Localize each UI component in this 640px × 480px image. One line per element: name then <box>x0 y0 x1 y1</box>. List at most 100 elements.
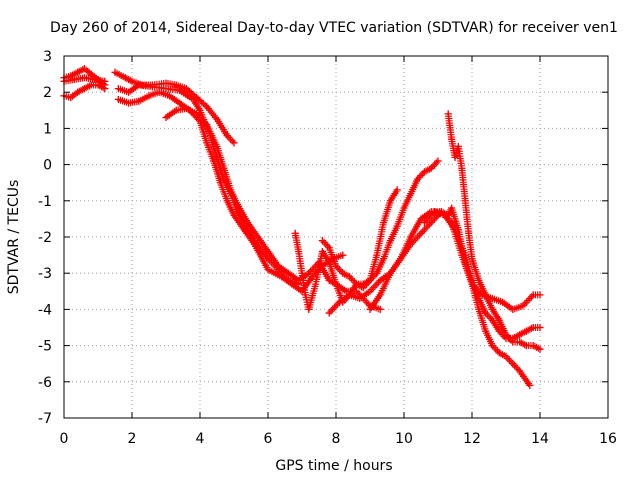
data-point <box>516 338 524 346</box>
data-point <box>499 298 507 306</box>
data-point <box>203 139 211 147</box>
data-point <box>87 81 95 89</box>
data-point <box>80 85 88 93</box>
data-point <box>182 104 190 112</box>
data-point <box>325 258 333 266</box>
data-point <box>461 197 469 205</box>
y-tick-labels: -7 -6 -5 -4 -3 -2 -1 0 1 2 3 <box>38 49 52 427</box>
x-tick-label: 12 <box>463 431 481 447</box>
data-point <box>448 135 456 143</box>
data-point <box>434 157 442 165</box>
series-markers <box>162 105 384 313</box>
data-point <box>502 331 510 339</box>
data-point <box>465 229 473 237</box>
data-point <box>67 94 75 102</box>
data-point <box>386 197 394 205</box>
y-tick-label: -5 <box>38 339 52 355</box>
data-point <box>536 345 544 353</box>
x-tick-label: 8 <box>332 431 341 447</box>
data-point <box>80 65 88 73</box>
data-point <box>318 247 326 255</box>
data-point <box>264 266 272 274</box>
series-sat-d <box>111 68 238 147</box>
x-tick-labels: 0 2 4 6 8 10 12 14 16 <box>60 431 617 447</box>
data-point <box>366 276 374 284</box>
data-point <box>509 338 517 346</box>
data-point <box>298 269 306 277</box>
data-point <box>352 280 360 288</box>
data-point <box>74 68 82 76</box>
data-point <box>536 291 544 299</box>
data-point <box>516 331 524 339</box>
y-tick-label: -4 <box>38 302 52 318</box>
x-tick-label: 16 <box>599 431 617 447</box>
x-tick-label: 14 <box>531 431 549 447</box>
data-point <box>346 291 354 299</box>
data-point <box>264 247 272 255</box>
data-point <box>125 99 133 107</box>
data-point <box>87 70 95 78</box>
data-point <box>196 106 204 114</box>
data-point <box>162 114 170 122</box>
data-point <box>488 316 496 324</box>
data-point <box>203 103 211 111</box>
data-point <box>295 247 303 255</box>
data-point <box>522 327 530 335</box>
y-tick-label: -3 <box>38 266 52 282</box>
x-axis-label: GPS time / hours <box>275 458 392 474</box>
data-point <box>488 305 496 313</box>
data-point <box>458 164 466 172</box>
data-point <box>339 269 347 277</box>
series-sat-j <box>325 208 544 317</box>
y-tick-label: -7 <box>38 411 52 427</box>
data-point <box>475 276 483 284</box>
data-point <box>114 95 122 103</box>
data-point <box>125 88 133 96</box>
x-tick-label: 10 <box>395 431 413 447</box>
data-point <box>135 81 143 89</box>
data-point <box>176 86 184 94</box>
data-point <box>230 139 238 147</box>
data-point <box>325 309 333 317</box>
data-point <box>216 179 224 187</box>
data-point <box>386 269 394 277</box>
data-point <box>74 88 82 96</box>
data-point <box>468 276 476 284</box>
data-point <box>189 95 197 103</box>
series-sat-m <box>444 110 544 353</box>
data-point <box>407 233 415 241</box>
data-point <box>529 324 537 331</box>
data-point <box>230 211 238 219</box>
series-sat-g <box>162 104 384 313</box>
data-point <box>312 280 320 288</box>
data-point <box>376 291 384 299</box>
plot-frame <box>63 55 609 419</box>
series-sat-h <box>291 157 442 313</box>
data-point <box>376 276 384 284</box>
data-point <box>516 367 524 375</box>
series-line <box>321 189 398 285</box>
data-point <box>407 240 415 248</box>
data-point <box>254 233 262 241</box>
data-point <box>431 208 439 216</box>
series-markers <box>111 68 238 147</box>
data-point <box>461 251 469 259</box>
data-point <box>288 280 296 288</box>
data-point <box>359 280 367 288</box>
data-point <box>482 291 490 299</box>
data-point <box>145 92 153 100</box>
data-point <box>305 269 313 277</box>
data-point <box>536 324 544 331</box>
data-point <box>386 237 394 245</box>
data-point <box>80 74 88 82</box>
data-point <box>172 81 180 89</box>
data-point <box>427 164 435 172</box>
data-point <box>318 237 326 245</box>
data-point <box>454 143 462 150</box>
data-point <box>223 197 231 205</box>
data-point <box>417 229 425 237</box>
y-tick-label: 0 <box>43 158 52 174</box>
data-point <box>244 219 252 227</box>
data-point <box>274 262 282 270</box>
data-point <box>526 381 534 389</box>
